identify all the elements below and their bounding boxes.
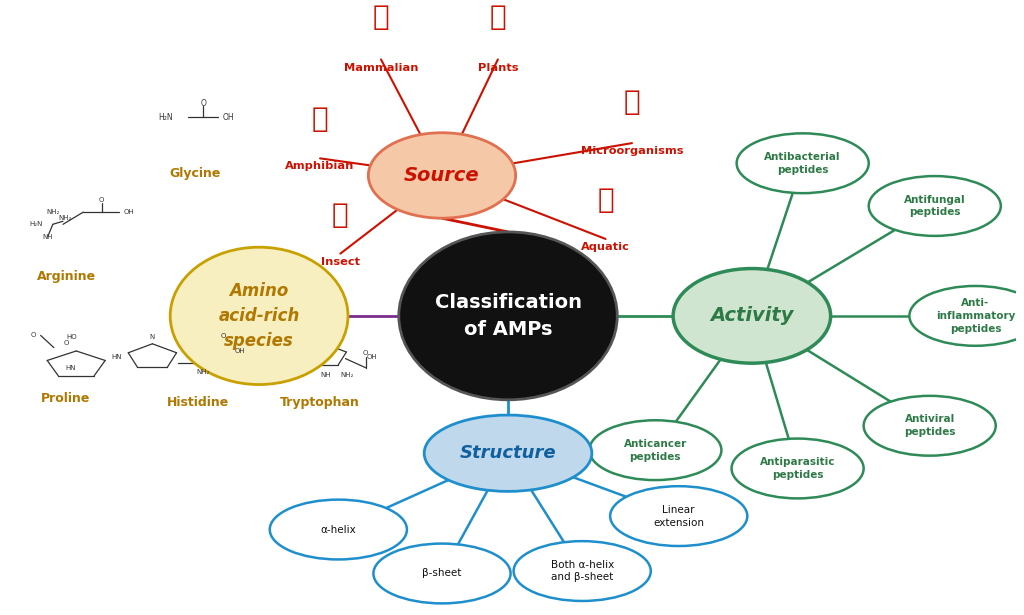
Text: H₂N: H₂N [30, 221, 43, 228]
Text: O: O [31, 332, 36, 338]
Ellipse shape [863, 396, 995, 456]
Ellipse shape [590, 420, 721, 480]
Text: Antibacterial
peptides: Antibacterial peptides [765, 152, 841, 175]
Ellipse shape [868, 176, 1000, 236]
Text: HO: HO [67, 333, 77, 339]
Text: NH₂: NH₂ [46, 209, 59, 215]
Text: HN: HN [112, 354, 122, 360]
Text: Source: Source [404, 166, 480, 185]
Text: α-helix: α-helix [321, 525, 356, 534]
Text: Both α-helix
and β-sheet: Both α-helix and β-sheet [551, 560, 613, 582]
Text: Histidine: Histidine [167, 396, 229, 409]
Text: 🧫: 🧫 [624, 88, 640, 116]
Text: OH: OH [223, 113, 234, 122]
Text: O: O [201, 99, 206, 108]
Text: O: O [221, 333, 226, 339]
Text: Arginine: Arginine [37, 270, 95, 283]
Ellipse shape [269, 499, 407, 560]
Text: Aquatic: Aquatic [582, 242, 630, 252]
Text: Insect: Insect [321, 256, 359, 267]
Text: NH₂: NH₂ [341, 372, 354, 378]
Text: NH: NH [43, 234, 53, 239]
Text: 🌲: 🌲 [489, 2, 506, 31]
Text: Antiviral
peptides: Antiviral peptides [904, 415, 955, 437]
Text: 🐝: 🐝 [332, 200, 349, 229]
Text: Amino
acid-rich
species: Amino acid-rich species [218, 282, 300, 350]
Ellipse shape [736, 133, 868, 193]
Ellipse shape [369, 133, 516, 218]
Text: Plants: Plants [477, 63, 518, 73]
Ellipse shape [374, 544, 511, 603]
Text: 🐄: 🐄 [373, 2, 389, 31]
Ellipse shape [170, 247, 348, 384]
Text: NH: NH [319, 372, 331, 378]
Text: Proline: Proline [41, 392, 91, 405]
Text: HN: HN [66, 365, 77, 371]
Text: Anti-
inflammatory
peptides: Anti- inflammatory peptides [936, 298, 1015, 334]
Text: H₂N: H₂N [158, 113, 173, 122]
Text: NH₂: NH₂ [197, 369, 210, 375]
Text: O: O [63, 340, 69, 346]
Text: 🐸: 🐸 [311, 105, 329, 133]
Ellipse shape [514, 541, 651, 601]
Text: Activity: Activity [710, 306, 794, 325]
Text: Microorganisms: Microorganisms [581, 146, 683, 156]
Text: OH: OH [234, 347, 245, 354]
Text: Glycine: Glycine [169, 167, 221, 180]
Text: OH: OH [124, 209, 134, 215]
Ellipse shape [398, 232, 617, 400]
Text: Anticancer
peptides: Anticancer peptides [624, 438, 687, 462]
Ellipse shape [909, 286, 1024, 346]
Text: O: O [99, 197, 104, 203]
Text: Tryptophan: Tryptophan [281, 396, 360, 409]
Text: Structure: Structure [460, 444, 556, 462]
Text: Amphibian: Amphibian [286, 161, 354, 172]
Text: Mammalian: Mammalian [344, 63, 418, 73]
Text: O: O [364, 350, 369, 356]
Text: Classification
of AMPs: Classification of AMPs [434, 293, 582, 339]
Text: NH₂: NH₂ [58, 215, 72, 221]
Ellipse shape [731, 438, 863, 498]
Ellipse shape [424, 415, 592, 491]
Text: Antifungal
peptides: Antifungal peptides [904, 194, 966, 217]
Ellipse shape [610, 486, 748, 546]
Text: OH: OH [367, 354, 377, 360]
Text: 🐠: 🐠 [597, 186, 613, 214]
Ellipse shape [673, 269, 830, 363]
Text: β-sheet: β-sheet [422, 568, 462, 579]
Text: Linear
extension: Linear extension [653, 505, 705, 528]
Text: Antiparasitic
peptides: Antiparasitic peptides [760, 457, 836, 480]
Text: N: N [150, 333, 155, 339]
